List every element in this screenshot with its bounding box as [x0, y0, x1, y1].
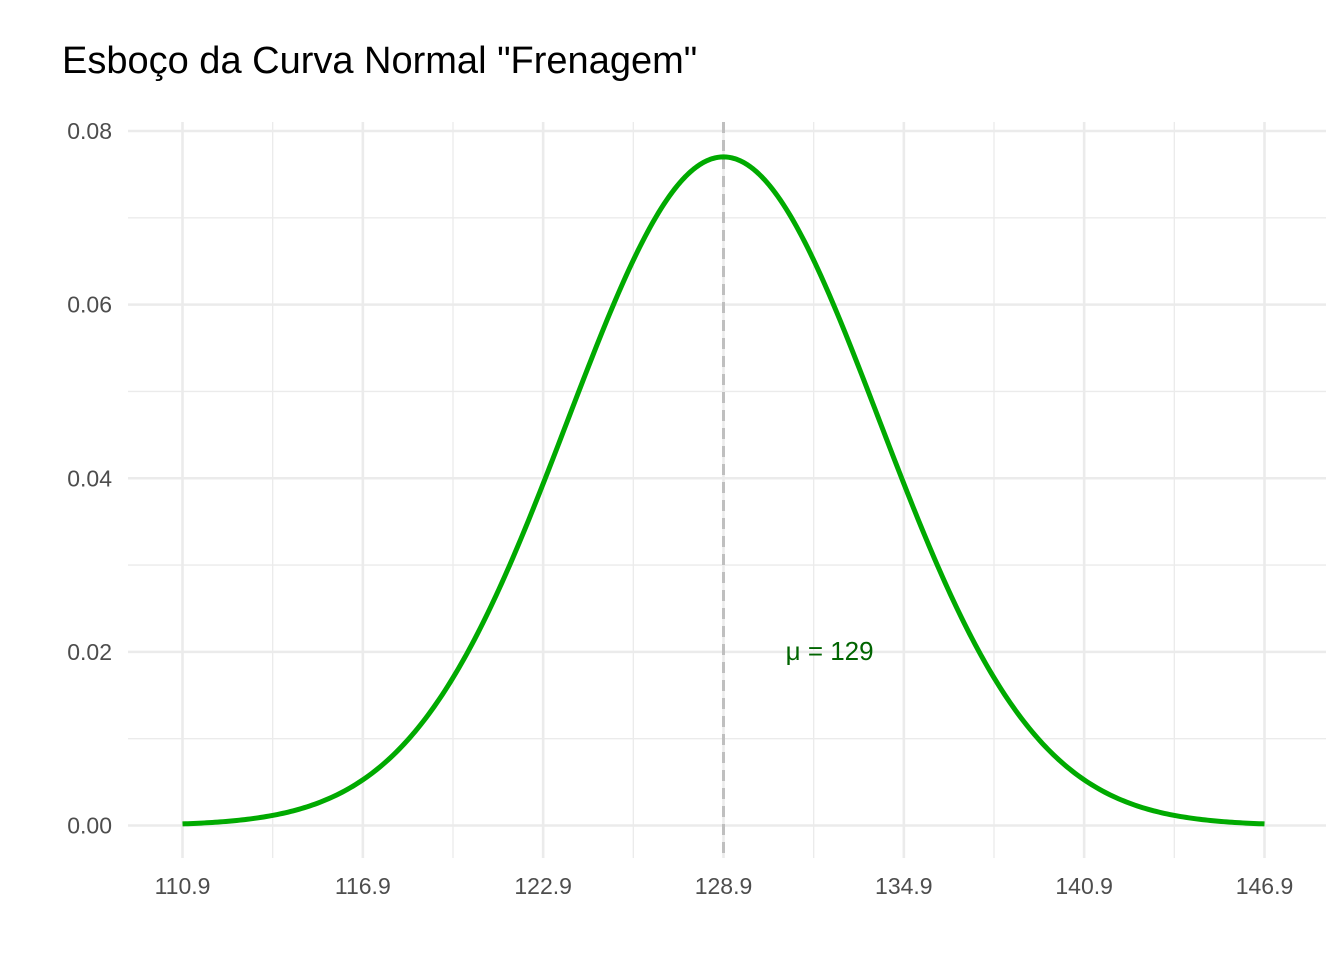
y-tick-label: 0.08	[67, 118, 112, 144]
y-tick-label: 0.06	[67, 292, 112, 318]
x-axis-ticks: 110.9 116.9 122.9 128.9 134.9 140.9 146.9	[155, 873, 1294, 899]
x-tick-label: 146.9	[1236, 873, 1294, 899]
y-axis-ticks: 0.00 0.02 0.04 0.06 0.08	[67, 118, 112, 839]
x-tick-label: 140.9	[1055, 873, 1113, 899]
x-tick-label: 134.9	[875, 873, 933, 899]
chart-title: Esboço da Curva Normal "Frenagem"	[62, 40, 697, 82]
density-curve	[182, 154, 1265, 827]
y-tick-label: 0.00	[67, 813, 112, 839]
x-tick-label: 122.9	[514, 873, 572, 899]
x-tick-label: 110.9	[155, 873, 211, 899]
major-gridlines	[128, 122, 1326, 858]
mean-annotation: μ = 129	[786, 636, 874, 666]
minor-gridlines	[128, 122, 1326, 858]
x-tick-label: 116.9	[335, 873, 391, 899]
y-tick-label: 0.02	[67, 639, 112, 665]
y-tick-label: 0.04	[67, 465, 112, 491]
x-tick-label: 128.9	[695, 873, 753, 899]
